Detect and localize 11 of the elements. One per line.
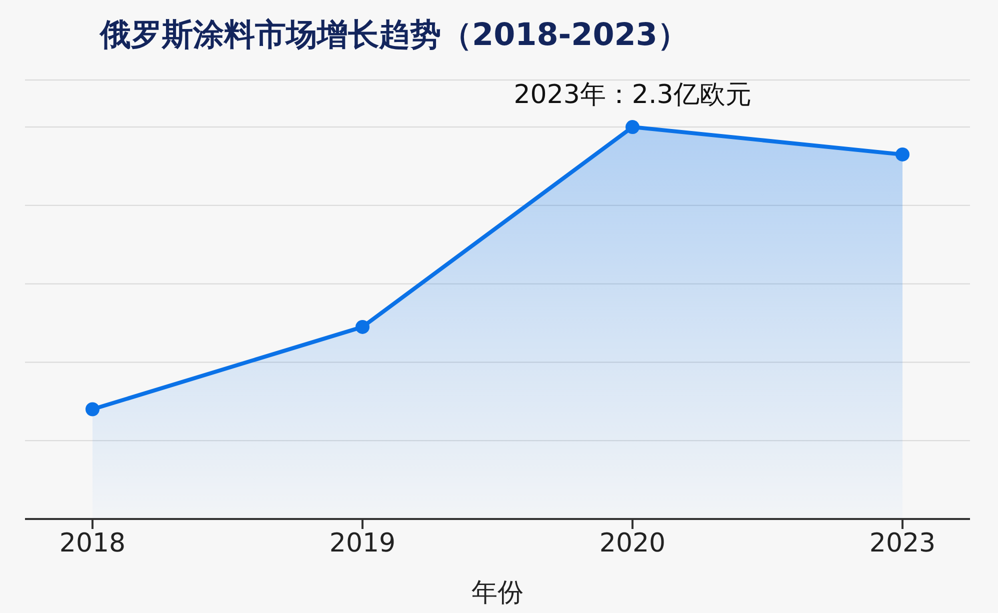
x-tick-label: 2023 bbox=[869, 528, 936, 558]
point bbox=[896, 147, 910, 162]
x-tick-label: 2018 bbox=[59, 528, 126, 558]
annotation: 2023年：2.3亿欧元 bbox=[514, 80, 752, 110]
x-axis-title: 年份 bbox=[472, 578, 524, 608]
x-tick-label: 2020 bbox=[599, 528, 666, 558]
point bbox=[356, 320, 370, 334]
point bbox=[626, 120, 640, 134]
x-tick-label: 2019 bbox=[329, 528, 396, 558]
chart-title: 俄罗斯涂料市场增长趋势（2018-2023） bbox=[100, 16, 688, 55]
point bbox=[86, 402, 100, 416]
